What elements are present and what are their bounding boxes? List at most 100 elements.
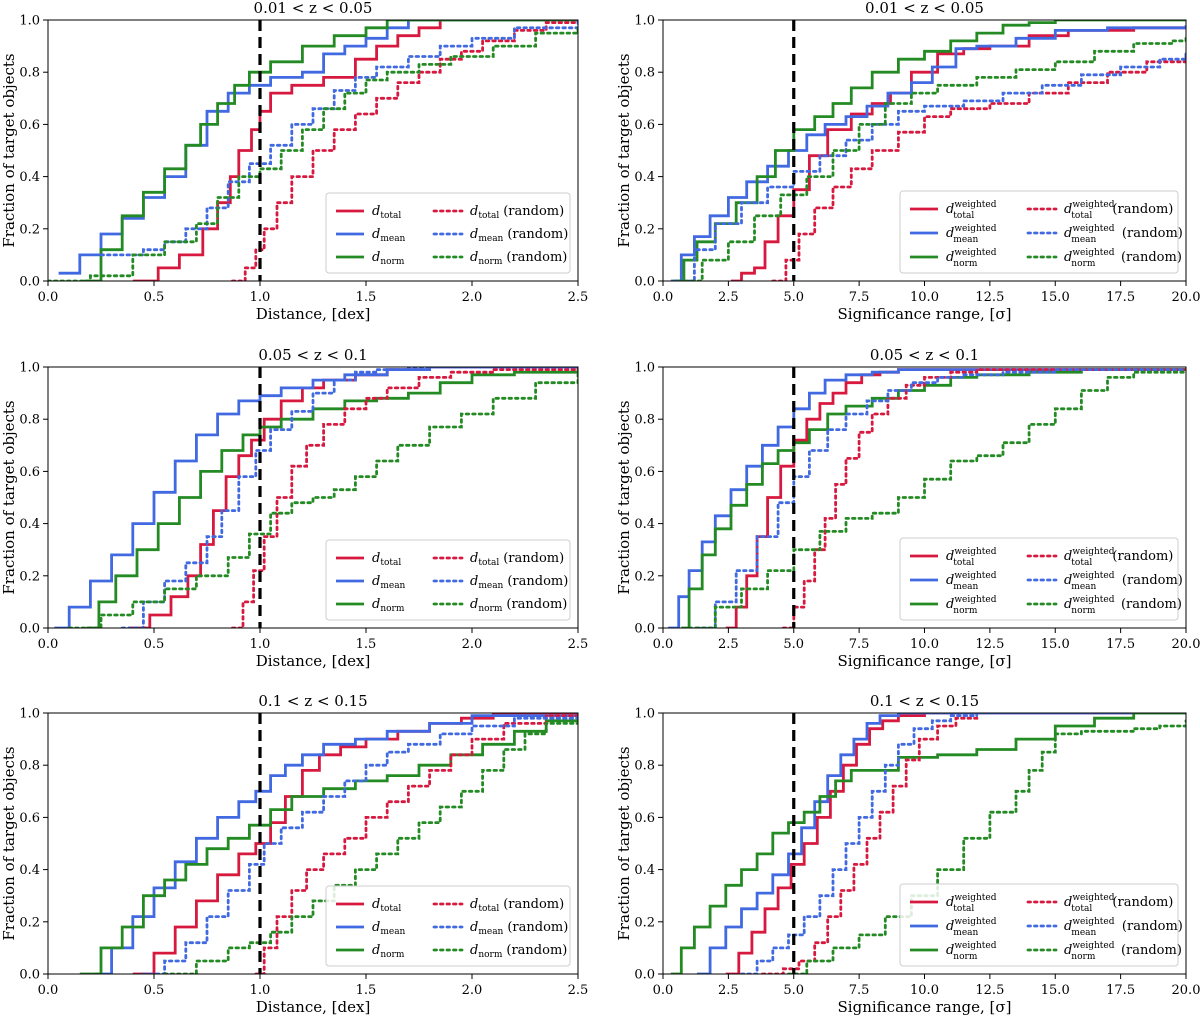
- legend-label: dweighted mean: [946, 224, 997, 245]
- legend-symbol: d: [1064, 573, 1072, 588]
- series-line-total-random: [231, 367, 578, 628]
- legend-subscript: norm: [1071, 259, 1096, 269]
- legend-symbol: d: [372, 920, 380, 935]
- y-tick-label: 0.4: [634, 517, 655, 532]
- x-tick-label: 15.0: [1041, 983, 1070, 998]
- legend-suffix: (random): [1121, 250, 1182, 265]
- y-tick-label: 1.0: [634, 14, 655, 29]
- series-line-norm: [84, 20, 578, 281]
- legend-label: dweighted norm: [946, 248, 997, 269]
- legend-suffix: (random): [1122, 573, 1183, 588]
- legend-symbol: d: [946, 919, 954, 934]
- x-tick-label: 1.5: [356, 983, 377, 998]
- series-line-mean: [670, 25, 1186, 281]
- legend-label: dtotal (random): [470, 204, 564, 221]
- y-tick-label: 0.0: [634, 968, 655, 983]
- legend-label: dweighted norm (random): [1064, 941, 1182, 962]
- legend-suffix: (random): [503, 897, 564, 912]
- x-tick-label: 2.0: [462, 290, 483, 305]
- x-tick-label: 0.0: [38, 290, 59, 305]
- x-tick-label: 0.0: [38, 637, 59, 652]
- legend-subscript: norm: [380, 257, 405, 267]
- legend-label: dnorm (random): [470, 943, 567, 960]
- y-tick-label: 0.4: [19, 863, 40, 878]
- legend-label: dmean: [372, 920, 406, 937]
- x-tick-label: 0.0: [653, 983, 674, 998]
- chart-panel-row3-left: 0.1 < z < 0.15 0.0 0.5 1.0 1.5 2.0 2.5 0.0 0.2 0.…: [0, 692, 588, 1016]
- legend-subscript: norm: [953, 606, 978, 616]
- legend-subscript: norm: [478, 950, 503, 960]
- x-tick-label: 2.0: [462, 637, 483, 652]
- legend-suffix: (random): [506, 597, 567, 612]
- legend-symbol: d: [946, 202, 954, 217]
- x-tick-label: 5.0: [783, 983, 804, 998]
- legend-subscript: mean: [380, 234, 405, 244]
- x-tick-label: 0.0: [38, 983, 59, 998]
- legend-symbol: d: [372, 574, 380, 589]
- x-tick-label: 7.5: [849, 983, 870, 998]
- legend-box: [899, 883, 1179, 967]
- legend-suffix: (random): [1122, 226, 1183, 241]
- series-line-total-random: [231, 20, 578, 281]
- series-group: [48, 20, 578, 281]
- legend-label: dmean: [372, 574, 406, 591]
- y-tick-label: 1.0: [19, 361, 40, 376]
- legend-label: dweighted total (random): [1064, 547, 1173, 568]
- chart-panel-row2-left: 0.05 < z < 0.1 0.0 0.5 1.0 1.5 2.0 2.5 0.0 0.2 0.…: [0, 346, 588, 670]
- y-tick-label: 0.0: [634, 275, 655, 290]
- y-tick-label: 0.6: [19, 465, 40, 480]
- legend-subscript: total: [1071, 211, 1092, 221]
- legend-superscript: weighted: [1072, 200, 1114, 210]
- y-tick-label: 0.2: [19, 569, 40, 584]
- x-axis-label: Significance range, [σ]: [838, 652, 1012, 670]
- legend-subscript: total: [953, 558, 974, 568]
- x-axis-label: Significance range, [σ]: [838, 305, 1012, 323]
- x-tick-label: 0.5: [144, 983, 165, 998]
- axes-frame: [47, 19, 579, 282]
- series-line-total: [132, 20, 578, 281]
- axes-frame: [47, 712, 579, 975]
- x-tick-label: 12.5: [975, 983, 1004, 998]
- series-group: [54, 367, 578, 628]
- x-tick-label: 20.0: [1172, 637, 1200, 652]
- series-line-total: [725, 713, 1186, 974]
- chart-panel-row1-left: 0.01 < z < 0.05 0.0 0.5 1.0 1.5 2.0 2.5 0.0 0.2 0…: [0, 0, 588, 323]
- x-tick-label: 20.0: [1172, 983, 1200, 998]
- legend-label: dnorm: [372, 943, 405, 960]
- panel-title: 0.05 < z < 0.1: [258, 346, 367, 364]
- axes-frame: [662, 712, 1187, 975]
- legend-subscript: mean: [1071, 235, 1096, 245]
- legend-symbol: d: [470, 943, 478, 958]
- x-tick-label: 5.0: [783, 637, 804, 652]
- legend-superscript: weighted: [954, 595, 996, 605]
- series-line-mean: [54, 367, 578, 628]
- legend-symbol: d: [372, 250, 380, 265]
- legend-symbol: d: [946, 549, 954, 564]
- legend-subscript: total: [953, 904, 974, 914]
- legend-superscript: weighted: [1072, 571, 1114, 581]
- y-tick-label: 0.2: [634, 222, 655, 237]
- x-tick-label: 7.5: [849, 637, 870, 652]
- legend-label: dweighted total: [946, 893, 997, 914]
- legend-superscript: weighted: [954, 941, 996, 951]
- x-tick-label: 1.5: [356, 290, 377, 305]
- legend-label: dweighted total (random): [1064, 893, 1173, 914]
- y-tick-label: 0.2: [634, 915, 655, 930]
- legend-symbol: d: [1064, 202, 1072, 217]
- axes-frame: [662, 366, 1187, 629]
- x-tick-label: 15.0: [1041, 637, 1070, 652]
- panel-title: 0.01 < z < 0.05: [254, 0, 373, 17]
- legend-label: dweighted mean: [946, 571, 997, 592]
- x-tick-label: 0.5: [144, 637, 165, 652]
- legend-subscript: total: [380, 904, 401, 914]
- series-line-mean: [94, 713, 578, 974]
- x-tick-label: 10.0: [910, 983, 939, 998]
- x-tick-label: 10.0: [910, 290, 939, 305]
- legend-label: dnorm: [372, 597, 405, 614]
- x-tick-label: 5.0: [783, 290, 804, 305]
- legend-superscript: weighted: [1072, 917, 1114, 927]
- x-tick-label: 2.5: [718, 983, 739, 998]
